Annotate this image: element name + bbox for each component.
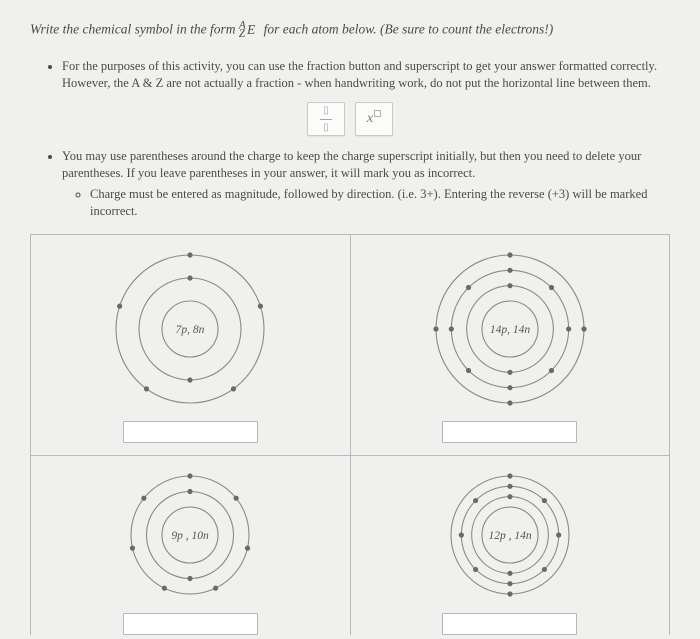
svg-text:12p , 14n: 12p , 14n [488,530,531,542]
atom-cell-4: 12p , 14n [351,456,671,635]
answer-input-4[interactable] [442,613,577,635]
title-pre: Write the chemical symbol in the form [30,22,239,37]
bullet-2-sub: Charge must be entered as magnitude, fol… [90,186,670,220]
instruction-list: For the purposes of this activity, you c… [30,58,670,92]
answer-input-1[interactable] [123,421,258,443]
atom-grid: 7p, 8n 14p, 14n 9p , 10n 12p , 14n [30,234,670,635]
atom-diagram-2: 14p, 14n [430,249,590,414]
atom-diagram-3: 9p , 10n [125,470,255,605]
svg-text:7p, 8n: 7p, 8n [176,324,205,336]
title-post: for each atom below. (Be sure to count t… [260,22,553,37]
instruction-list-2: You may use parentheses around the charg… [30,148,670,220]
bullet-2: You may use parentheses around the charg… [62,148,670,220]
superscript-icon: x [367,110,381,129]
atom-diagram-1: 7p, 8n [110,249,270,414]
superscript-button[interactable]: x [355,102,393,136]
notation-e: E [247,22,255,37]
bullet-1: For the purposes of this activity, you c… [62,58,670,92]
svg-text:9p , 10n: 9p , 10n [172,530,210,542]
answer-input-3[interactable] [123,613,258,635]
sub-list: Charge must be entered as magnitude, fol… [62,186,670,220]
atom-cell-3: 9p , 10n [31,456,351,635]
sup-x: x [367,111,373,126]
atom-cell-2: 14p, 14n [351,235,671,457]
fraction-button[interactable]: ▯▯ [307,102,345,136]
svg-text:14p, 14n: 14p, 14n [490,324,531,336]
atom-cell-1: 7p, 8n [31,235,351,457]
atom-diagram-4: 12p , 14n [445,470,575,605]
format-toolbar: ▯▯ x [30,102,670,136]
fraction-icon: ▯▯ [320,104,332,134]
page-title: Write the chemical symbol in the form AZ… [30,18,670,42]
notation: AZE [239,22,260,37]
bullet-2-text: You may use parentheses around the charg… [62,149,641,180]
notation-z: Z [239,28,245,40]
answer-input-2[interactable] [442,421,577,443]
